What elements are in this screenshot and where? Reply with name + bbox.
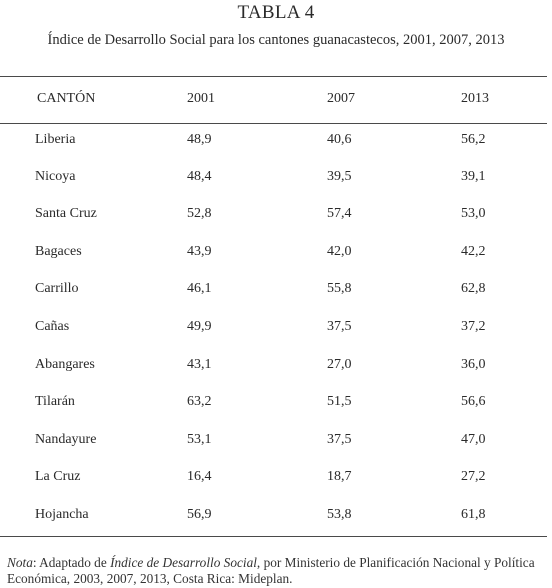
value-2013: 56,6 bbox=[461, 394, 486, 409]
value-2013: 62,8 bbox=[461, 281, 486, 296]
canton-name: Santa Cruz bbox=[35, 206, 97, 221]
value-2013: 36,0 bbox=[461, 357, 486, 372]
value-2001: 43,9 bbox=[187, 244, 212, 259]
canton-name: Liberia bbox=[35, 132, 76, 147]
value-2007: 37,5 bbox=[327, 319, 352, 334]
value-2007: 55,8 bbox=[327, 281, 352, 296]
value-2001: 48,9 bbox=[187, 132, 212, 147]
value-2013: 53,0 bbox=[461, 206, 486, 221]
canton-name: Abangares bbox=[35, 357, 95, 372]
table-row: Bagaces 43,9 42,0 42,2 bbox=[0, 244, 547, 264]
canton-name: Tilarán bbox=[35, 394, 75, 409]
value-2001: 48,4 bbox=[187, 169, 212, 184]
value-2013: 27,2 bbox=[461, 469, 486, 484]
value-2001: 52,8 bbox=[187, 206, 212, 221]
canton-name: Carrillo bbox=[35, 281, 79, 296]
table-row: Liberia 48,9 40,6 56,2 bbox=[0, 132, 547, 152]
table-row: La Cruz 16,4 18,7 27,2 bbox=[0, 469, 547, 489]
top-rule bbox=[0, 76, 547, 77]
value-2013: 37,2 bbox=[461, 319, 486, 334]
value-2001: 56,9 bbox=[187, 507, 212, 522]
value-2007: 42,0 bbox=[327, 244, 352, 259]
table-row: Santa Cruz 52,8 57,4 53,0 bbox=[0, 206, 547, 226]
value-2001: 49,9 bbox=[187, 319, 212, 334]
header-2013: 2013 bbox=[461, 91, 489, 106]
note-label: Nota bbox=[7, 555, 33, 570]
note-text-before: : Adaptado de bbox=[32, 555, 111, 570]
canton-name: Hojancha bbox=[35, 507, 89, 522]
table-subtitle: Índice de Desarrollo Social para los can… bbox=[47, 32, 505, 48]
table-row: Hojancha 56,9 53,8 61,8 bbox=[0, 507, 547, 527]
table-title: TABLA 4 bbox=[237, 2, 315, 23]
value-2007: 40,6 bbox=[327, 132, 352, 147]
value-2013: 47,0 bbox=[461, 432, 486, 447]
header-2001: 2001 bbox=[187, 91, 215, 106]
value-2007: 18,7 bbox=[327, 469, 352, 484]
canton-name: Nicoya bbox=[35, 169, 76, 184]
value-2001: 43,1 bbox=[187, 357, 212, 372]
value-2013: 56,2 bbox=[461, 132, 486, 147]
note-text-after: , por Ministerio de Planificación Nacion… bbox=[7, 555, 535, 586]
value-2007: 53,8 bbox=[327, 507, 352, 522]
value-2001: 63,2 bbox=[187, 394, 212, 409]
value-2001: 53,1 bbox=[187, 432, 212, 447]
value-2007: 39,5 bbox=[327, 169, 352, 184]
note-source-title: Índice de Desarrollo Social bbox=[110, 555, 257, 570]
bottom-rule bbox=[0, 536, 547, 537]
header-canton: CANTÓN bbox=[37, 91, 96, 106]
table-row: Tilarán 63,2 51,5 56,6 bbox=[0, 394, 547, 414]
header-2007: 2007 bbox=[327, 91, 355, 106]
value-2007: 37,5 bbox=[327, 432, 352, 447]
table-row: Nandayure 53,1 37,5 47,0 bbox=[0, 432, 547, 452]
table-row: Nicoya 48,4 39,5 39,1 bbox=[0, 169, 547, 189]
canton-name: Cañas bbox=[35, 319, 70, 334]
value-2007: 27,0 bbox=[327, 357, 352, 372]
table-row: Carrillo 46,1 55,8 62,8 bbox=[0, 281, 547, 301]
value-2001: 16,4 bbox=[187, 469, 212, 484]
value-2013: 39,1 bbox=[461, 169, 486, 184]
value-2007: 57,4 bbox=[327, 206, 352, 221]
canton-name: Nandayure bbox=[35, 432, 97, 447]
canton-name: La Cruz bbox=[35, 469, 81, 484]
value-2001: 46,1 bbox=[187, 281, 212, 296]
value-2007: 51,5 bbox=[327, 394, 352, 409]
header-rule bbox=[0, 123, 547, 124]
header-row: CANTÓN 2001 2007 2013 bbox=[0, 91, 547, 111]
table-row: Cañas 49,9 37,5 37,2 bbox=[0, 319, 547, 339]
value-2013: 42,2 bbox=[461, 244, 486, 259]
table-row: Abangares 43,1 27,0 36,0 bbox=[0, 357, 547, 377]
source-note: Nota: Adaptado de Índice de Desarrollo S… bbox=[7, 555, 547, 587]
value-2013: 61,8 bbox=[461, 507, 486, 522]
canton-name: Bagaces bbox=[35, 244, 82, 259]
